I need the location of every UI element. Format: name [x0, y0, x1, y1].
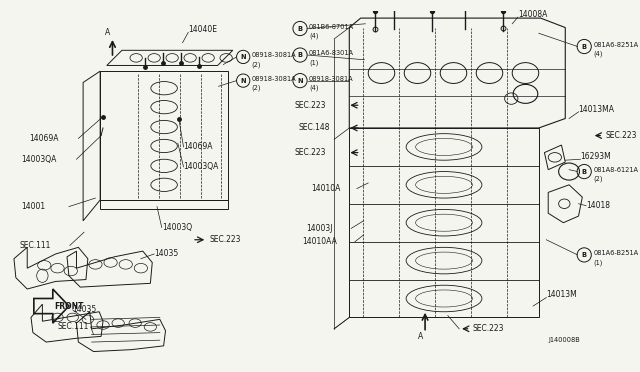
Text: B: B [298, 26, 303, 32]
Text: (1): (1) [309, 60, 319, 66]
Text: B: B [582, 44, 587, 49]
Text: 16293M: 16293M [580, 152, 611, 161]
Text: 081B6-8701A: 081B6-8701A [309, 23, 354, 30]
Text: 081A6-B251A: 081A6-B251A [593, 250, 638, 256]
Text: B: B [582, 252, 587, 258]
Text: 08918-3081A: 08918-3081A [252, 52, 296, 58]
Text: 14035: 14035 [73, 305, 97, 314]
Text: SEC.223: SEC.223 [472, 324, 504, 333]
Text: 08918-3081A: 08918-3081A [309, 76, 354, 82]
Text: 08918-3081A: 08918-3081A [252, 76, 296, 82]
Text: (1): (1) [593, 259, 603, 266]
Text: (4): (4) [309, 33, 319, 39]
Text: N: N [241, 78, 246, 84]
Text: 081A8-6121A: 081A8-6121A [593, 167, 638, 173]
Text: 14001: 14001 [22, 202, 45, 211]
Text: SEC.223: SEC.223 [294, 148, 326, 157]
Text: 14003QA: 14003QA [22, 155, 57, 164]
Text: 14003Q: 14003Q [162, 223, 192, 232]
Text: 14069A: 14069A [29, 134, 59, 143]
Text: SEC.223: SEC.223 [605, 131, 637, 140]
Text: SEC.148: SEC.148 [298, 124, 330, 132]
Text: 14013M: 14013M [547, 290, 577, 299]
Text: 14008A: 14008A [518, 10, 547, 19]
Text: N: N [297, 78, 303, 84]
Text: SEC.111: SEC.111 [20, 241, 51, 250]
Text: 14003J: 14003J [306, 224, 332, 233]
Text: 14010A: 14010A [312, 184, 340, 193]
Text: SEC.223: SEC.223 [294, 101, 326, 110]
Text: SEC.111: SEC.111 [58, 323, 89, 331]
Text: A: A [105, 28, 110, 37]
Text: 081A6-8251A: 081A6-8251A [593, 42, 638, 48]
Text: B: B [298, 52, 303, 58]
Text: (2): (2) [593, 176, 603, 182]
Text: 14010AA: 14010AA [302, 237, 337, 246]
Text: N: N [241, 54, 246, 60]
Text: J140008B: J140008B [548, 337, 580, 343]
Text: (2): (2) [252, 61, 261, 68]
Text: 14018: 14018 [586, 201, 610, 210]
Text: 14013MA: 14013MA [579, 105, 614, 113]
Text: 14003QA: 14003QA [184, 162, 219, 171]
Text: (4): (4) [593, 51, 603, 57]
Text: B: B [582, 169, 587, 174]
Text: FRONT: FRONT [54, 302, 84, 311]
Text: 14040E: 14040E [188, 25, 217, 34]
Text: 081A6-8301A: 081A6-8301A [309, 50, 354, 56]
Text: A: A [418, 332, 423, 341]
Text: (4): (4) [309, 85, 319, 92]
Text: (2): (2) [252, 85, 261, 92]
Text: 14035: 14035 [154, 250, 179, 259]
Text: SEC.223: SEC.223 [209, 235, 241, 244]
Text: 14069A: 14069A [184, 142, 213, 151]
